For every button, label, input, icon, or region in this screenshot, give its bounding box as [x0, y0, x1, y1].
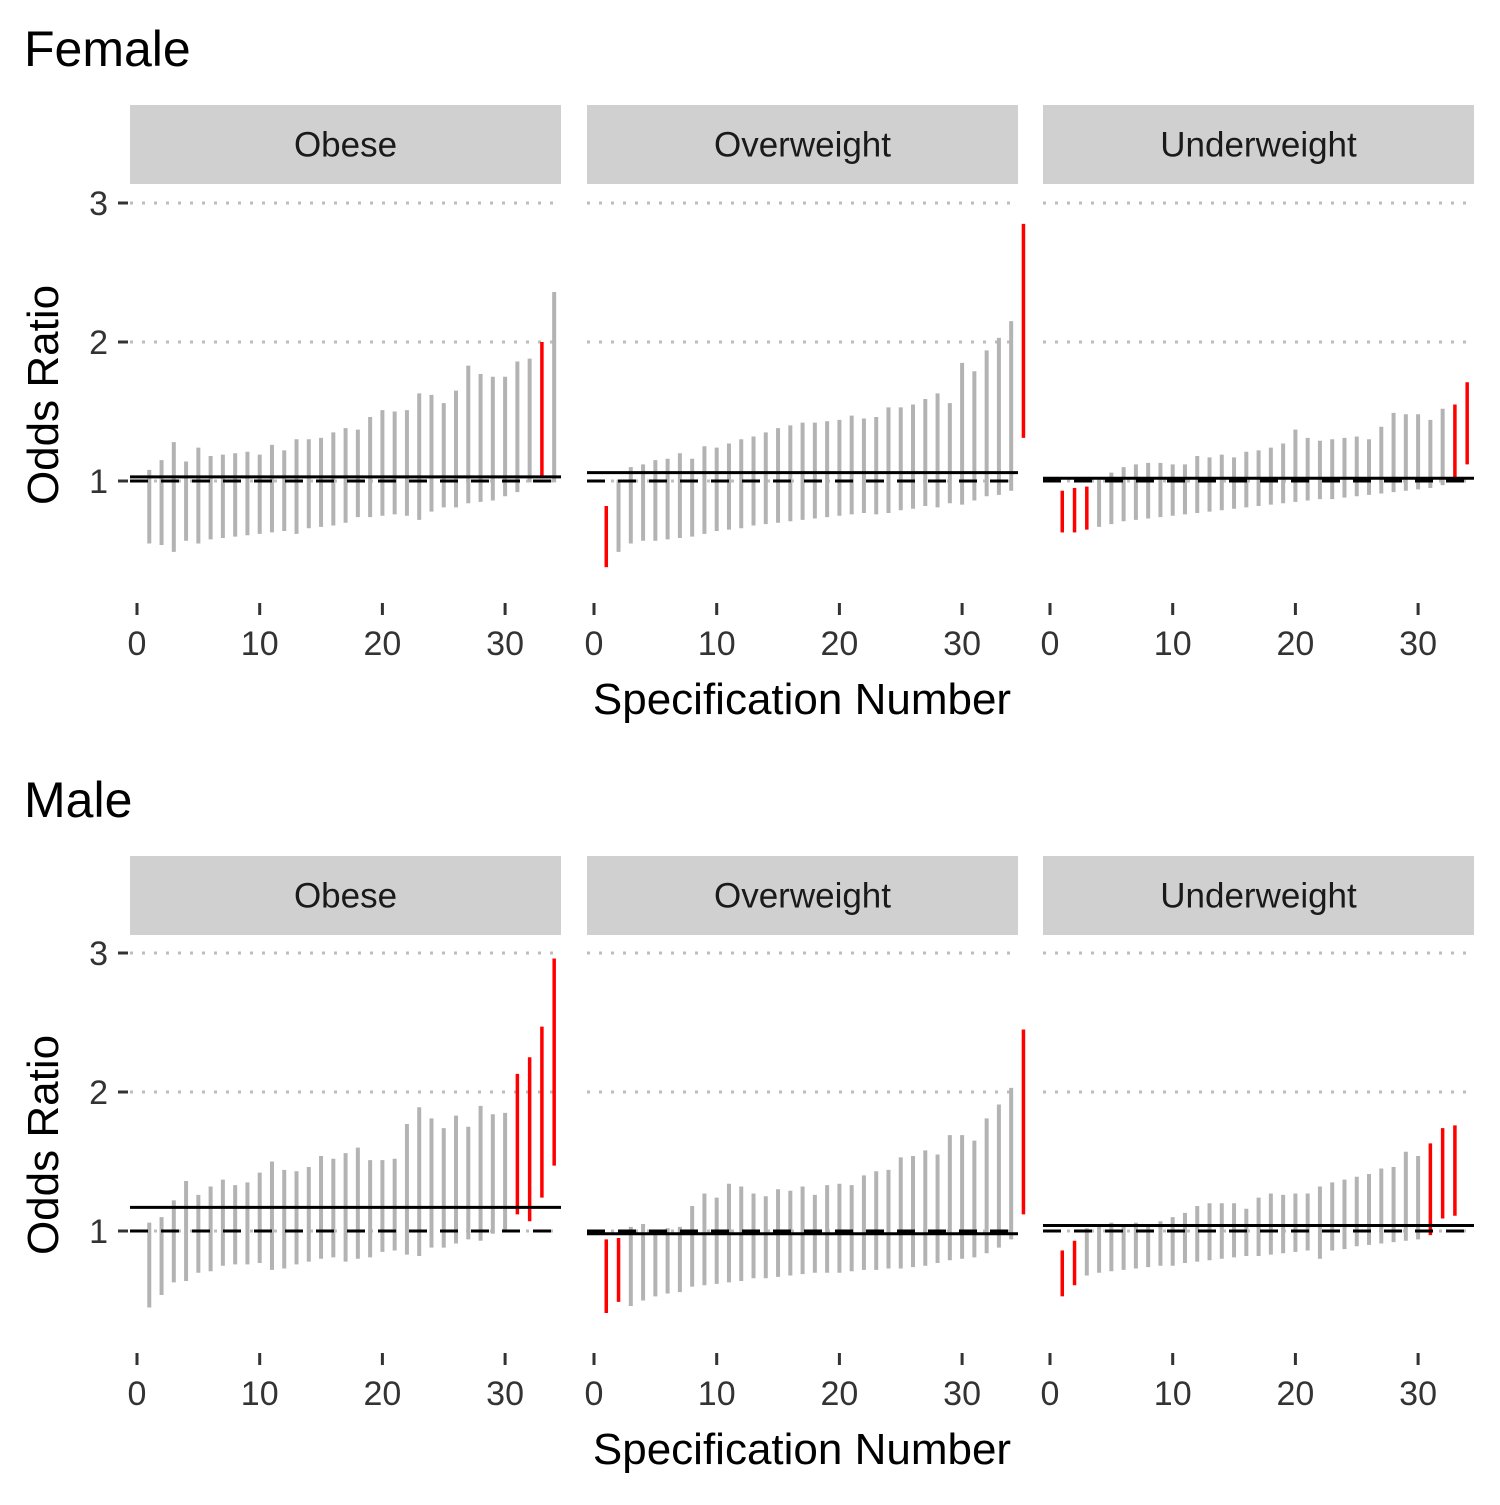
- x-tick-label: 30: [1399, 1375, 1437, 1413]
- x-tick-label: 0: [585, 1375, 604, 1413]
- x-tick-label: 30: [1399, 625, 1437, 663]
- x-tick-label: 20: [1276, 625, 1314, 663]
- y-tick-label: 3: [89, 185, 108, 223]
- y-tick-label: 3: [89, 935, 108, 973]
- chart-block-male: Male Odds Ratio 1 2 3 Specification Number Obe…: [19, 772, 1474, 1474]
- x-axis-label: Specification Number: [593, 675, 1011, 724]
- facet-strip: [1043, 105, 1474, 184]
- panel-underweight: Underweight 0 10 20 30: [1041, 105, 1474, 663]
- panel-obese: Obese 0 10 20 30: [128, 105, 561, 663]
- x-tick-label: 10: [1154, 625, 1192, 663]
- facet-strip: [130, 856, 561, 935]
- x-tick-label: 20: [820, 1375, 858, 1413]
- x-tick-label: 0: [128, 625, 147, 663]
- x-tick-label: 10: [1154, 1375, 1192, 1413]
- chart-title: Male: [24, 772, 132, 828]
- panel-underweight: Underweight 0 10 20 30: [1041, 856, 1474, 1413]
- x-tick-label: 30: [943, 625, 981, 663]
- chart-block-female: Female Odds Ratio 1 2 3 Specification Number O…: [19, 21, 1474, 724]
- x-tick-label: 30: [486, 625, 524, 663]
- panel-obese: Obese 0 10 20 30: [128, 856, 561, 1413]
- x-tick-label: 0: [1041, 1375, 1060, 1413]
- y-tick-label: 2: [89, 324, 108, 362]
- x-tick-label: 10: [241, 1375, 279, 1413]
- facet-strip-label: Obese: [294, 877, 397, 916]
- x-tick-label: 20: [1276, 1375, 1314, 1413]
- facet-strip: [587, 105, 1018, 184]
- x-tick-label: 20: [363, 1375, 401, 1413]
- x-axis-label: Specification Number: [593, 1425, 1011, 1474]
- facet-strip-label: Underweight: [1160, 126, 1357, 165]
- x-tick-label: 10: [241, 625, 279, 663]
- x-tick-label: 20: [820, 625, 858, 663]
- x-tick-label: 0: [585, 625, 604, 663]
- panel-overweight: Overweight 0 10 20 30: [585, 105, 1026, 663]
- facet-strip-label: Obese: [294, 126, 397, 165]
- y-tick-label: 2: [89, 1074, 108, 1112]
- x-tick-label: 30: [486, 1375, 524, 1413]
- y-axis-label: Odds Ratio: [19, 1035, 68, 1255]
- facet-strip: [587, 856, 1018, 935]
- y-tick-label: 1: [89, 463, 108, 501]
- facet-strip: [130, 105, 561, 184]
- x-tick-label: 0: [128, 1375, 147, 1413]
- facet-strip-label: Overweight: [714, 126, 891, 165]
- x-tick-label: 10: [698, 1375, 736, 1413]
- y-axis-label: Odds Ratio: [19, 285, 68, 505]
- x-tick-label: 30: [943, 1375, 981, 1413]
- chart-title: Female: [24, 21, 191, 77]
- x-tick-label: 10: [698, 625, 736, 663]
- facet-strip-label: Underweight: [1160, 877, 1357, 916]
- panel-overweight: Overweight 0 10 20 30: [585, 856, 1026, 1413]
- facet-strip-label: Overweight: [714, 877, 891, 916]
- y-tick-label: 1: [89, 1213, 108, 1251]
- x-tick-label: 20: [363, 625, 401, 663]
- facet-strip: [1043, 856, 1474, 935]
- x-tick-label: 0: [1041, 625, 1060, 663]
